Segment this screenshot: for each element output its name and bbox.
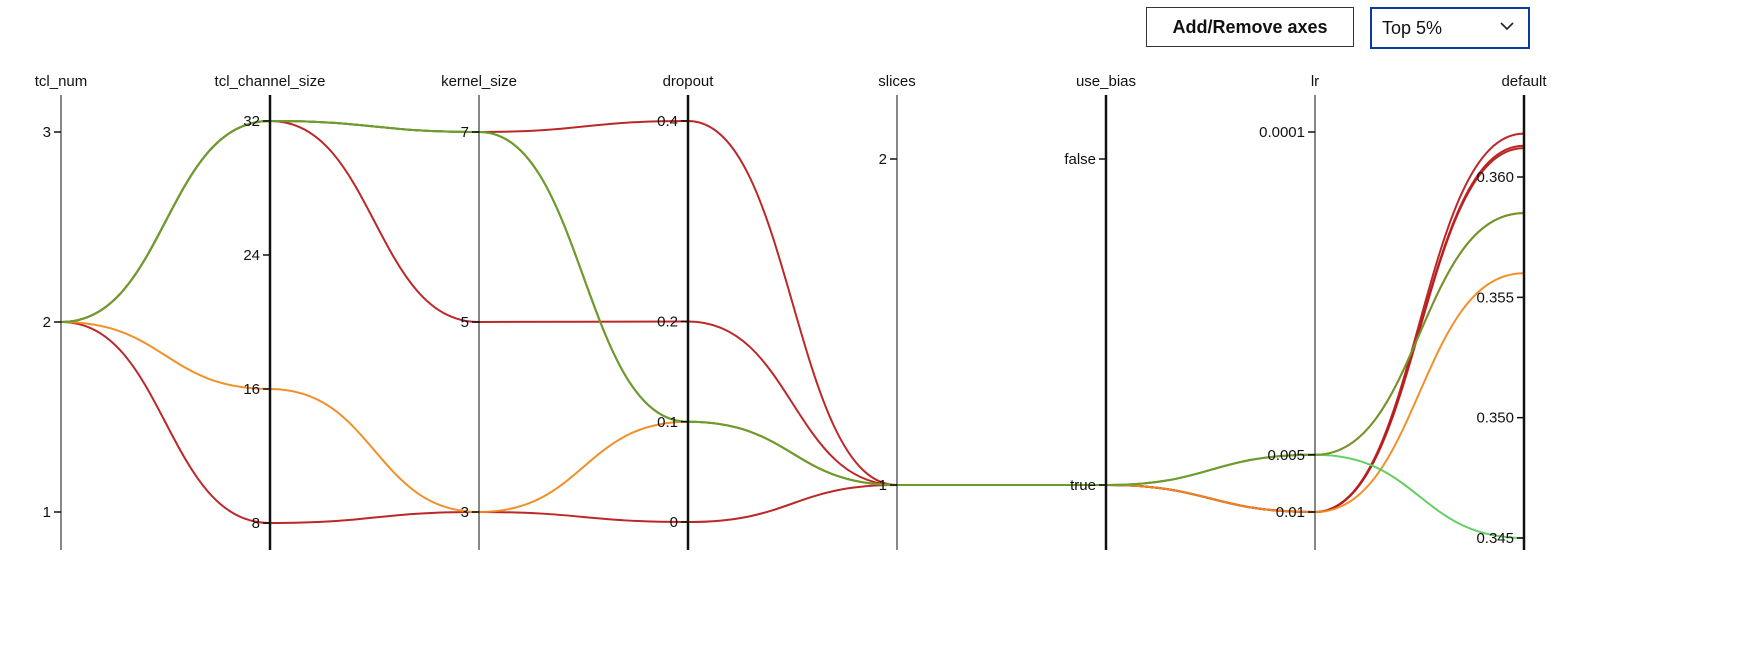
- axis-tcl_num[interactable]: tcl_num 1 2 3: [35, 73, 88, 550]
- tick-label: 0.005: [1267, 447, 1305, 464]
- axis-title: lr: [1311, 73, 1319, 90]
- tick-label: 8: [252, 515, 260, 532]
- tick-label: 3: [461, 504, 469, 521]
- tick-label: 7: [461, 124, 469, 141]
- tick-label: 1: [43, 504, 51, 521]
- tick-label: 1: [879, 477, 887, 494]
- tick-label: 0.2: [657, 314, 678, 331]
- tick-label: true: [1070, 477, 1096, 494]
- series-line-2[interactable]: [60, 144, 1525, 525]
- tick-label: 0.345: [1476, 530, 1514, 547]
- chevron-down-icon: [1500, 22, 1514, 31]
- tick-label: false: [1064, 151, 1096, 168]
- tick-label: 0.01: [1276, 504, 1305, 521]
- axis-title: tcl_channel_size: [215, 73, 326, 90]
- polylines: [60, 119, 1525, 539]
- axis-kernel_size[interactable]: kernel_size 3 5 7: [441, 73, 517, 550]
- tick-label: 5: [461, 314, 469, 331]
- filter-select-value: Top 5%: [1382, 17, 1443, 38]
- axis-title: slices: [878, 73, 916, 90]
- tick-label: 0.360: [1476, 169, 1514, 186]
- series-line-5[interactable]: [60, 119, 1525, 539]
- tick-label: 2: [43, 314, 51, 331]
- tick-label: 24: [243, 247, 260, 264]
- axis-tcl_channel_size[interactable]: tcl_channel_size 8 16 24 32: [215, 73, 326, 550]
- tick-label: 16: [243, 381, 260, 398]
- axis-title: default: [1501, 73, 1547, 90]
- axis-slices[interactable]: slices 1 2: [878, 73, 916, 550]
- tick-label: 0.350: [1476, 410, 1514, 427]
- series-line-4[interactable]: [60, 272, 1525, 514]
- tick-label: 0.355: [1476, 289, 1514, 306]
- tick-label: 0.4: [657, 113, 678, 130]
- axis-title: tcl_num: [35, 73, 88, 90]
- axis-dropout[interactable]: dropout 0 0.1 0.2 0.4: [657, 73, 714, 550]
- axis-title: dropout: [663, 73, 715, 90]
- axis-title: kernel_size: [441, 73, 517, 90]
- tick-label: 0.0001: [1259, 124, 1305, 141]
- tick-label: 0.1: [657, 414, 678, 431]
- tick-label: 32: [243, 113, 260, 130]
- filter-select[interactable]: Top 5%: [1370, 7, 1530, 49]
- axis-lr[interactable]: lr 0.01 0.005 0.0001: [1259, 73, 1319, 550]
- tick-label: 2: [879, 151, 887, 168]
- tick-label: 3: [43, 124, 51, 141]
- axis-default[interactable]: default 0.345 0.350 0.355 0.360: [1476, 73, 1547, 550]
- add-remove-axes-button[interactable]: Add/Remove axes: [1146, 7, 1354, 47]
- axis-title: use_bias: [1076, 73, 1136, 90]
- axes: tcl_num123tcl_channel_size8162432kernel_…: [35, 73, 1547, 550]
- tick-label: 0: [670, 514, 678, 531]
